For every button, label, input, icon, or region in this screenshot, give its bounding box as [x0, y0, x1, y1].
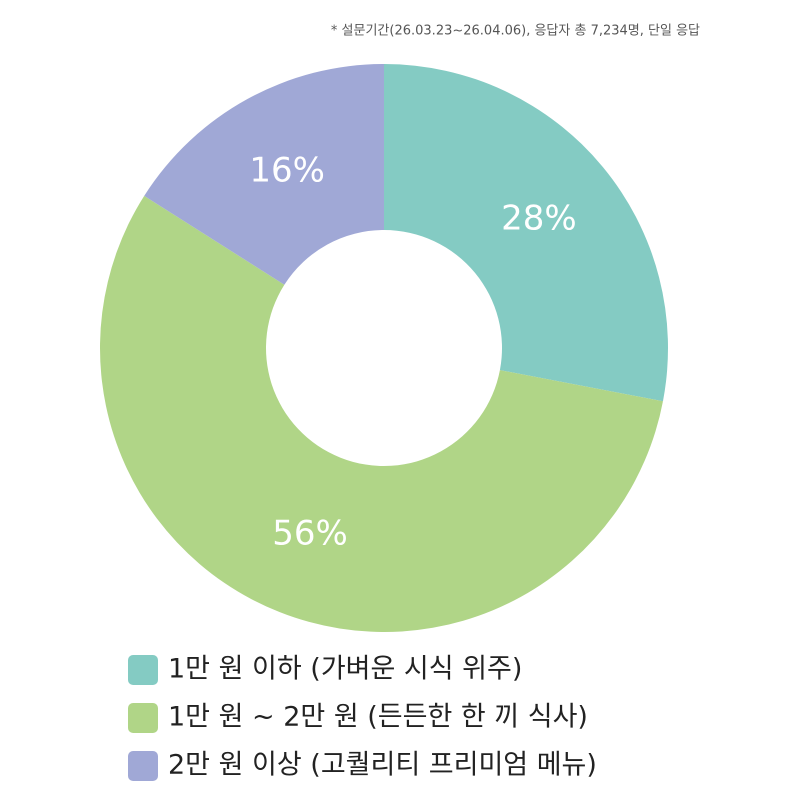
value-label: 56%	[272, 513, 348, 553]
legend-swatch	[128, 751, 158, 781]
chart-subtitle: * 설문기간(26.03.23~26.04.06), 응답자 총 7,234명,…	[331, 24, 700, 39]
value-label: 16%	[249, 150, 325, 190]
legend-swatch	[128, 655, 158, 685]
donut-slice	[384, 64, 669, 402]
legend-label: 1만 원 ~ 2만 원 (든든한 한 끼 식사)	[168, 702, 588, 733]
legend-label: 2만 원 이상 (고퀄리티 프리미엄 메뉴)	[168, 750, 597, 781]
value-label: 28%	[501, 198, 577, 238]
legend-swatch	[128, 703, 158, 733]
legend-label: 1만 원 이하 (가벼운 시식 위주)	[168, 654, 522, 685]
donut-slice	[100, 195, 663, 632]
donut-slice	[144, 64, 384, 285]
